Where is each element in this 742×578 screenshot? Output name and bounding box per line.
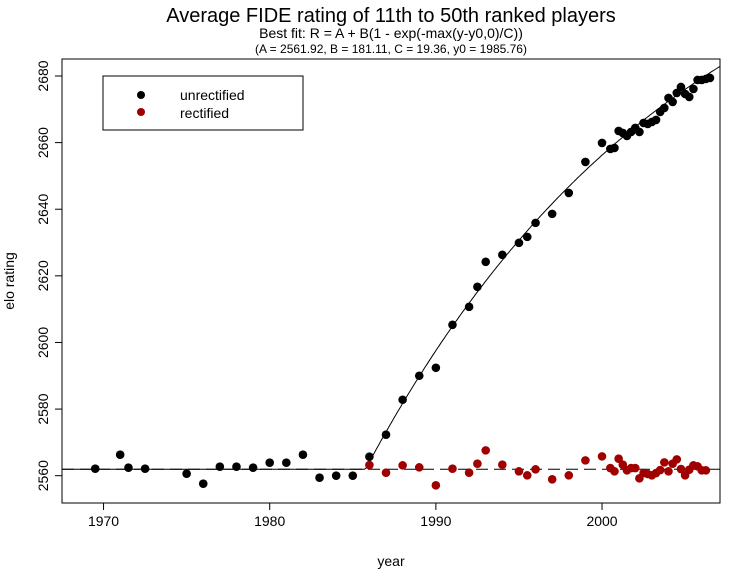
x-axis-label: year — [377, 553, 405, 569]
rectified-point — [514, 467, 524, 476]
unrectified-point — [414, 371, 424, 381]
unrectified-point — [331, 471, 341, 480]
unrectified-point — [635, 127, 644, 137]
unrectified-point — [448, 320, 457, 330]
unrectified-point — [90, 464, 100, 473]
y-axis: 2560 2580 2600 2620 2640 2660 2680 — [35, 60, 62, 491]
rectified-point — [381, 468, 391, 477]
rectified-point — [481, 446, 491, 455]
x-axis: 1970 1980 1990 2000 — [88, 503, 618, 529]
unrectified-point — [348, 471, 358, 480]
y-tick-label: 2620 — [35, 260, 51, 291]
unrectified-point — [124, 463, 133, 472]
x-tick-label: 1970 — [88, 513, 119, 529]
rectified-point — [610, 467, 619, 476]
rectified-point — [564, 471, 574, 480]
chart-title: Average FIDE rating of 11th to 50th rank… — [166, 5, 616, 27]
rectified-point — [547, 475, 557, 484]
legend-label-rectified: rectified — [180, 105, 229, 121]
legend-marker-unrectified — [137, 91, 145, 99]
unrectified-point — [522, 232, 532, 242]
rectified-point — [398, 461, 407, 470]
unrectified-point — [464, 302, 474, 312]
rectified-point — [701, 466, 711, 475]
rectified-point — [431, 481, 441, 490]
unrectified-point — [668, 97, 677, 107]
rectified-point — [630, 463, 640, 473]
rectified-point — [664, 467, 673, 476]
rectified-point — [464, 468, 474, 477]
y-tick-label: 2580 — [35, 393, 51, 424]
unrectified-point — [315, 473, 324, 482]
unrectified-point — [398, 395, 407, 405]
unrectified-point — [265, 458, 275, 467]
unrectified-point — [115, 450, 125, 460]
unrectified-point — [651, 115, 661, 125]
y-tick-label: 2560 — [35, 460, 51, 491]
unrectified-point — [198, 479, 208, 488]
unrectified-point — [182, 469, 191, 478]
rectified-point — [498, 460, 507, 469]
y-tick-label: 2600 — [35, 327, 51, 358]
unrectified-point — [689, 84, 698, 94]
unrectified-point — [581, 157, 590, 167]
y-tick-label: 2660 — [35, 127, 51, 158]
legend: unrectified rectified — [102, 75, 304, 131]
rectified-point — [581, 456, 590, 465]
unrectified-point — [610, 143, 619, 153]
unrectified-point — [660, 103, 669, 113]
rectified-point — [365, 460, 374, 470]
x-tick-label: 1990 — [420, 513, 451, 529]
unrectified-point — [298, 450, 308, 460]
unrectified-point — [547, 209, 557, 219]
rectified-point — [531, 465, 540, 474]
legend-label-unrectified: unrectified — [180, 87, 245, 103]
unrectified-point — [232, 462, 241, 471]
unrectified-point — [684, 92, 694, 102]
unrectified-point — [676, 82, 686, 92]
rectified-point — [522, 471, 532, 480]
unrectified-point — [473, 282, 482, 292]
unrectified-point — [514, 238, 524, 248]
unrectified-point — [705, 73, 715, 83]
y-axis-label: elo rating — [1, 252, 17, 310]
unrectified-point — [248, 463, 258, 472]
x-tick-label: 2000 — [586, 513, 617, 529]
chart-subtitle: Best fit: R = A + B(1 - exp(-max(y-y0,0)… — [259, 25, 523, 41]
unrectified-point — [498, 250, 507, 260]
rectified-point — [655, 465, 665, 475]
unrectified-point — [431, 363, 441, 373]
unrectified-point — [531, 218, 540, 228]
unrectified-point — [564, 188, 574, 198]
unrectified-point — [215, 462, 225, 471]
data-points — [90, 73, 715, 490]
unrectified-point — [481, 257, 491, 267]
rectified-point — [597, 452, 607, 461]
y-tick-label: 2640 — [35, 193, 51, 224]
rectified-point — [614, 454, 623, 463]
unrectified-point — [365, 452, 374, 462]
rectified-point — [473, 459, 482, 468]
plot-frame — [61, 58, 721, 504]
unrectified-point — [140, 464, 150, 473]
fit-params: (A = 2561.92, B = 181.11, C = 19.36, y0 … — [255, 42, 527, 56]
legend-marker-rectified — [137, 108, 145, 116]
rectified-point — [414, 463, 424, 472]
unrectified-point — [597, 138, 607, 148]
rectified-point — [660, 458, 669, 467]
unrectified-point — [282, 458, 291, 467]
rectified-point — [672, 455, 682, 464]
rectified-point — [448, 464, 457, 473]
y-tick-label: 2680 — [35, 60, 51, 91]
x-tick-label: 1980 — [254, 513, 285, 529]
legend-box — [102, 75, 304, 131]
unrectified-point — [381, 430, 391, 440]
unrectified-point — [672, 88, 682, 98]
rectified-point — [676, 464, 686, 474]
